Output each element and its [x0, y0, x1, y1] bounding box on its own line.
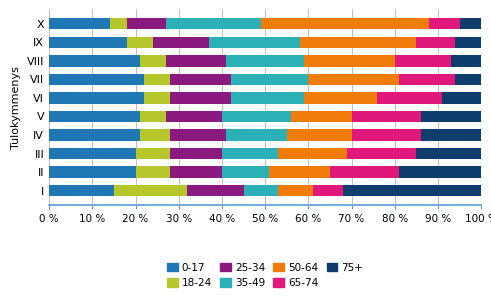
- Bar: [170, 148, 222, 159]
- Bar: [244, 185, 278, 196]
- Bar: [347, 148, 416, 159]
- Bar: [49, 37, 127, 48]
- Bar: [395, 55, 451, 66]
- Bar: [451, 55, 481, 66]
- Bar: [136, 148, 170, 159]
- Bar: [421, 129, 481, 141]
- Bar: [170, 166, 222, 178]
- Bar: [49, 18, 109, 30]
- Bar: [287, 129, 352, 141]
- Bar: [49, 74, 144, 85]
- Bar: [127, 18, 166, 30]
- Bar: [144, 92, 170, 104]
- Bar: [399, 166, 481, 178]
- Bar: [222, 111, 291, 122]
- Bar: [109, 18, 127, 30]
- Bar: [222, 148, 278, 159]
- Bar: [231, 92, 304, 104]
- Bar: [170, 129, 226, 141]
- Bar: [49, 55, 140, 66]
- Bar: [114, 185, 188, 196]
- Bar: [140, 111, 166, 122]
- Bar: [140, 55, 166, 66]
- Bar: [291, 111, 352, 122]
- Bar: [166, 111, 222, 122]
- Bar: [226, 55, 304, 66]
- Bar: [308, 74, 399, 85]
- Bar: [261, 18, 429, 30]
- Bar: [399, 74, 455, 85]
- Bar: [429, 18, 460, 30]
- Bar: [170, 92, 231, 104]
- Bar: [442, 92, 481, 104]
- Bar: [49, 166, 136, 178]
- Bar: [304, 92, 378, 104]
- Bar: [313, 185, 343, 196]
- Bar: [270, 166, 330, 178]
- Bar: [304, 55, 395, 66]
- Bar: [330, 166, 399, 178]
- Bar: [170, 74, 231, 85]
- Bar: [49, 92, 144, 104]
- Bar: [209, 37, 300, 48]
- Bar: [226, 129, 287, 141]
- Legend: 0-17, 18-24, 25-34, 35-49, 50-64, 65-74, 75+: 0-17, 18-24, 25-34, 35-49, 50-64, 65-74,…: [164, 260, 366, 291]
- Bar: [455, 74, 481, 85]
- Bar: [278, 185, 313, 196]
- Bar: [166, 18, 261, 30]
- Bar: [49, 129, 140, 141]
- Bar: [166, 55, 226, 66]
- Bar: [455, 37, 481, 48]
- Bar: [153, 37, 209, 48]
- Bar: [421, 111, 481, 122]
- Bar: [222, 166, 270, 178]
- Y-axis label: Tulokymmenys: Tulokymmenys: [11, 66, 21, 149]
- Bar: [352, 111, 421, 122]
- Bar: [378, 92, 442, 104]
- Bar: [300, 37, 416, 48]
- Bar: [343, 185, 481, 196]
- Bar: [49, 185, 114, 196]
- Bar: [188, 185, 244, 196]
- Bar: [144, 74, 170, 85]
- Bar: [416, 37, 455, 48]
- Bar: [140, 129, 170, 141]
- Bar: [136, 166, 170, 178]
- Bar: [352, 129, 421, 141]
- Bar: [49, 148, 136, 159]
- Bar: [231, 74, 308, 85]
- Bar: [49, 111, 140, 122]
- Bar: [127, 37, 153, 48]
- Bar: [278, 148, 347, 159]
- Bar: [416, 148, 481, 159]
- Bar: [460, 18, 481, 30]
